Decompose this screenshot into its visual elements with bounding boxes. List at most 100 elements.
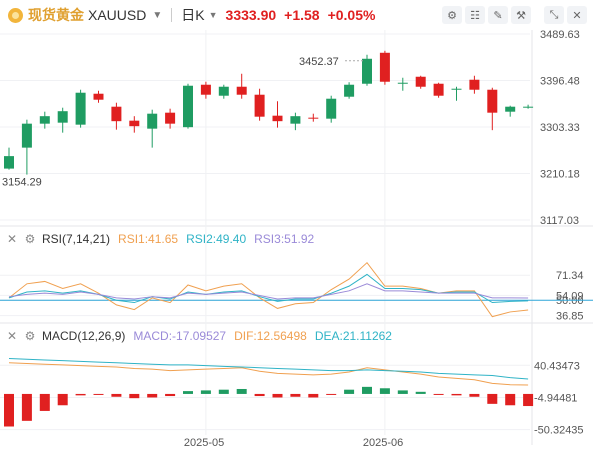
settings-icon[interactable]: ⚙: [24, 329, 36, 343]
x-tick-label: 2025-06: [363, 437, 403, 449]
y-tick-label: 36.85: [556, 311, 584, 323]
macd-bar: [21, 393, 32, 421]
macd-bar: [505, 393, 516, 406]
candle-body: [39, 116, 50, 124]
candle-body: [397, 82, 408, 84]
candle-body: [254, 94, 265, 117]
chevron-down-icon[interactable]: ▼: [152, 9, 163, 21]
settings-icon[interactable]: ⚙: [24, 232, 36, 246]
current-price: 3333.90: [225, 7, 277, 23]
tools-icon[interactable]: ⚒: [511, 6, 531, 24]
candle-body: [129, 120, 140, 127]
candle-body: [308, 117, 319, 119]
macd-bar: [254, 393, 265, 397]
macd-label: MACD(12,26,9): [42, 329, 126, 343]
macd-bar: [523, 393, 534, 407]
macd-bar: [236, 388, 247, 394]
candle-body: [487, 89, 498, 113]
candle-body: [505, 106, 516, 112]
y-tick-label: 3489.63: [540, 30, 580, 41]
y-tick-label: 40.43473: [534, 360, 580, 372]
y-tick-label: 3210.18: [540, 169, 580, 181]
candle-body: [183, 85, 193, 128]
macd-bar: [4, 393, 14, 427]
y-tick-label: 3396.48: [540, 76, 580, 88]
instrument-symbol[interactable]: XAUUSD: [88, 7, 147, 23]
toolbar: ⚙ ☷ ✎ ⚒ ⤡ ✕: [442, 6, 587, 24]
macd-bar: [290, 393, 301, 397]
candle-body: [75, 92, 86, 125]
y-tick-label: -4.94481: [534, 392, 577, 404]
macd-bar: [39, 393, 50, 411]
price-change: +1.58: [284, 7, 320, 23]
candle-body: [218, 86, 229, 96]
candlestick-panel: 3489.63 3396.48 3303.33 3210.18 3117.03 3452.…: [2, 30, 580, 227]
macd-bar: [415, 391, 426, 394]
candle-body: [433, 83, 444, 96]
price-change-percent: +0.05%: [327, 7, 376, 23]
instrument-name[interactable]: 现货黄金: [28, 7, 84, 23]
macd-bar: [93, 393, 104, 395]
macd-bar: [218, 389, 229, 394]
macd-bar: [147, 393, 158, 398]
eye-icon[interactable]: ✕: [6, 329, 18, 343]
macd-bar: [75, 393, 86, 396]
draw-icon[interactable]: ✎: [488, 6, 508, 24]
candle-body: [272, 115, 283, 122]
min-price-label: 3154.29: [2, 177, 42, 189]
close-icon[interactable]: ✕: [567, 6, 587, 24]
macd-bar: [200, 390, 211, 394]
chart-canvas[interactable]: 3489.63 3396.48 3303.33 3210.18 3117.03 3452.…: [0, 30, 593, 460]
candle-body: [326, 98, 337, 119]
max-price-label: 3452.37: [299, 56, 339, 68]
settings-icon[interactable]: ⚙: [442, 6, 462, 24]
rsi-label: RSI(7,14,21): [42, 232, 111, 246]
macd-bar: [433, 393, 444, 395]
y-tick-label: 54.09: [556, 290, 584, 302]
macd-bar: [379, 388, 390, 394]
x-axis: 2025-05 2025-06: [184, 437, 403, 449]
rsi3-value: RSI3:51.92: [254, 232, 315, 246]
macd-bar: [272, 393, 283, 398]
rsi-legend: ✕ ⚙ RSI(7,14,21) RSI1:41.65 RSI2:49.40 R…: [6, 232, 322, 246]
rsi-line-rsi2: [8, 273, 529, 304]
divider: [171, 8, 173, 22]
coin-icon: [8, 7, 23, 23]
macd-value: MACD:-17.09527: [133, 329, 227, 343]
macd-bar: [451, 393, 462, 396]
macd-bar: [129, 393, 140, 399]
macd-bar: [397, 390, 408, 394]
macd-panel: 40.43473 -4.94481 -50.32435: [4, 358, 584, 437]
macd-bar: [183, 391, 193, 394]
candle-body: [147, 113, 158, 129]
y-tick-label: -50.32435: [534, 425, 584, 437]
macd-bar: [469, 393, 480, 397]
dif-line: [8, 362, 529, 386]
indicators-icon[interactable]: ☷: [465, 6, 485, 24]
macd-bar: [165, 393, 176, 397]
candle-body: [415, 76, 426, 87]
candle-body: [111, 106, 122, 122]
candle-body: [236, 86, 247, 95]
y-tick-label: 50.00: [556, 295, 584, 307]
x-tick-label: 2025-05: [184, 437, 224, 449]
dea-line: [8, 358, 529, 380]
candle-body: [4, 156, 14, 169]
y-tick-label: 3303.33: [540, 122, 580, 134]
collapse-icon[interactable]: ⤡: [544, 6, 564, 24]
candle-body: [21, 123, 32, 148]
macd-bar: [308, 393, 319, 398]
rsi1-value: RSI1:41.65: [118, 232, 179, 246]
dea-value: DEA:21.11262: [314, 329, 392, 343]
candle-body: [200, 84, 211, 95]
chart-header: 现货黄金 XAUUSD ▼ 日K ▼ 3333.90 +1.58 +0.05% …: [0, 0, 593, 30]
macd-bar: [111, 393, 122, 397]
macd-bar: [362, 386, 372, 394]
candle-body: [469, 79, 480, 90]
chevron-down-icon[interactable]: ▼: [208, 10, 218, 20]
candle-body: [290, 116, 301, 124]
eye-icon[interactable]: ✕: [6, 232, 18, 246]
period-selector[interactable]: 日K: [181, 7, 205, 23]
macd-legend: ✕ ⚙ MACD(12,26,9) MACD:-17.09527 DIF:12.…: [6, 329, 400, 343]
